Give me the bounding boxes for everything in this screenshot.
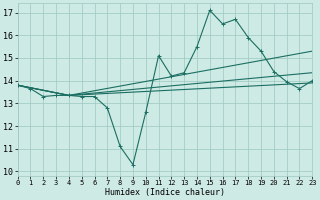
X-axis label: Humidex (Indice chaleur): Humidex (Indice chaleur) [105,188,225,197]
